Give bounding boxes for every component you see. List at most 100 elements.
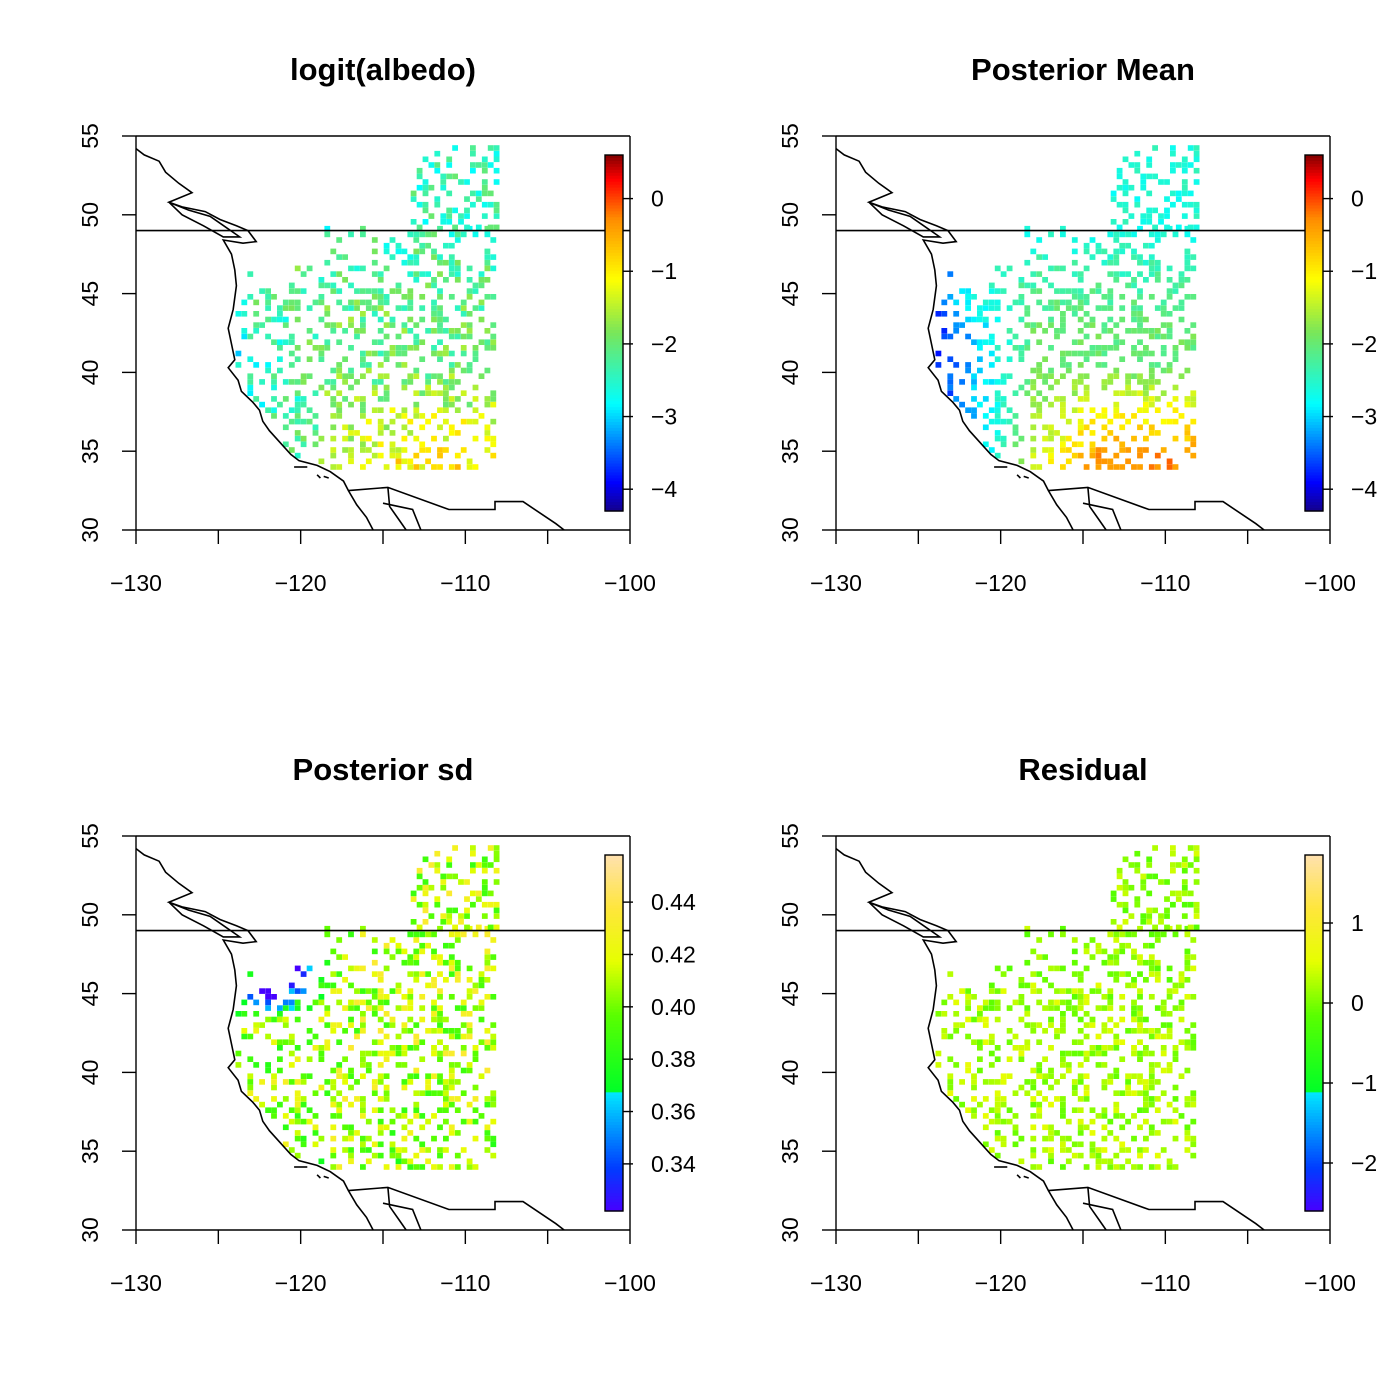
data-cell xyxy=(253,1022,260,1028)
data-cell xyxy=(360,265,366,272)
colorbar-swatch xyxy=(605,220,623,224)
data-cell xyxy=(1131,350,1137,357)
data-cell xyxy=(413,333,420,340)
data-cell xyxy=(1054,430,1060,436)
data-cell xyxy=(360,1028,366,1034)
data-cell xyxy=(478,971,485,977)
data-cell xyxy=(443,435,449,442)
data-cell xyxy=(1048,435,1054,442)
data-cell xyxy=(458,179,464,185)
data-cell xyxy=(1154,1028,1161,1034)
data-cell xyxy=(300,988,307,994)
data-cell xyxy=(982,424,989,431)
data-cell xyxy=(336,271,343,277)
data-cell xyxy=(1172,1118,1179,1125)
colorbar-swatch xyxy=(605,249,623,254)
data-cell xyxy=(383,1056,390,1062)
data-cell xyxy=(1166,1118,1173,1125)
data-cell xyxy=(1122,184,1129,191)
data-cell xyxy=(1024,982,1031,989)
data-cell xyxy=(443,1101,449,1108)
colorbar-swatch xyxy=(605,424,623,429)
data-cell xyxy=(241,311,248,317)
data-cell xyxy=(1077,1130,1084,1136)
data-cell xyxy=(443,379,449,385)
data-cell xyxy=(1134,862,1141,868)
data-cell xyxy=(271,373,277,379)
colorbar-swatch xyxy=(605,303,623,307)
data-cell xyxy=(1077,379,1084,385)
data-cell xyxy=(395,942,402,949)
data-cell xyxy=(484,259,491,266)
data-cell xyxy=(1113,948,1120,955)
colorbar-swatch xyxy=(605,365,623,370)
data-cell xyxy=(460,1090,467,1096)
data-cell xyxy=(1000,1141,1007,1148)
data-cell xyxy=(1137,407,1143,413)
data-cell xyxy=(1030,1101,1037,1108)
data-cell xyxy=(1125,1147,1131,1153)
data-cell xyxy=(490,418,497,425)
data-cell xyxy=(1089,441,1096,448)
data-cell xyxy=(1065,1147,1072,1153)
data-cell xyxy=(294,413,301,419)
data-cell xyxy=(1143,942,1149,949)
data-cell xyxy=(1166,367,1173,374)
data-cell xyxy=(1154,1005,1161,1011)
data-cell xyxy=(389,430,396,436)
data-cell xyxy=(1172,396,1179,402)
colorbar-swatch xyxy=(605,312,623,316)
data-cell xyxy=(1119,441,1126,448)
data-cell xyxy=(472,1164,479,1170)
data-cell xyxy=(440,219,447,225)
data-cell xyxy=(377,373,384,379)
data-cell xyxy=(282,1005,289,1011)
data-cell xyxy=(360,362,366,368)
data-cell xyxy=(318,1084,325,1091)
data-cell xyxy=(425,390,431,396)
data-cell xyxy=(437,356,443,362)
data-cell xyxy=(425,271,431,277)
colorbar-swatch xyxy=(605,353,623,358)
data-cell xyxy=(1160,390,1167,396)
data-cell xyxy=(1164,179,1170,185)
data-cell xyxy=(454,379,461,385)
data-cell xyxy=(383,1022,390,1028)
data-cell xyxy=(1060,999,1066,1006)
data-cell xyxy=(490,339,497,345)
colorbar-frame xyxy=(1304,154,1324,512)
data-cell xyxy=(277,1011,283,1017)
colorbar-swatch xyxy=(1305,920,1323,924)
colorbar-swatch xyxy=(605,347,623,352)
colorbar-swatch xyxy=(605,490,623,494)
data-cell xyxy=(1184,367,1191,374)
data-cell xyxy=(1060,1141,1066,1148)
data-cell xyxy=(395,1033,402,1040)
data-cell xyxy=(1000,1079,1007,1085)
data-cell xyxy=(1071,1005,1078,1011)
data-cell xyxy=(1006,305,1013,311)
data-cell xyxy=(1172,384,1179,391)
colorbar-swatch xyxy=(1305,318,1323,322)
data-cell xyxy=(383,1084,390,1091)
data-cell xyxy=(312,345,319,351)
data-cell xyxy=(288,299,295,306)
data-cell xyxy=(371,1090,378,1096)
x-tick-label: −110 xyxy=(440,570,490,596)
data-cell xyxy=(265,1005,271,1011)
data-cell xyxy=(1187,890,1194,897)
data-cell xyxy=(1166,1033,1173,1040)
data-cell xyxy=(277,1101,283,1108)
colorbar-swatch xyxy=(1305,1083,1323,1087)
data-cell xyxy=(1166,458,1173,465)
colorbar-swatch xyxy=(605,941,623,945)
data-cell xyxy=(428,884,435,891)
colorbar-swatch xyxy=(1305,1062,1323,1067)
data-cell xyxy=(1137,1147,1143,1153)
data-cell xyxy=(460,390,467,396)
data-cell xyxy=(971,379,977,385)
y-tick-label: 55 xyxy=(777,123,803,149)
data-cell xyxy=(1137,954,1143,960)
data-cell xyxy=(419,424,426,431)
data-cell xyxy=(1193,907,1200,914)
